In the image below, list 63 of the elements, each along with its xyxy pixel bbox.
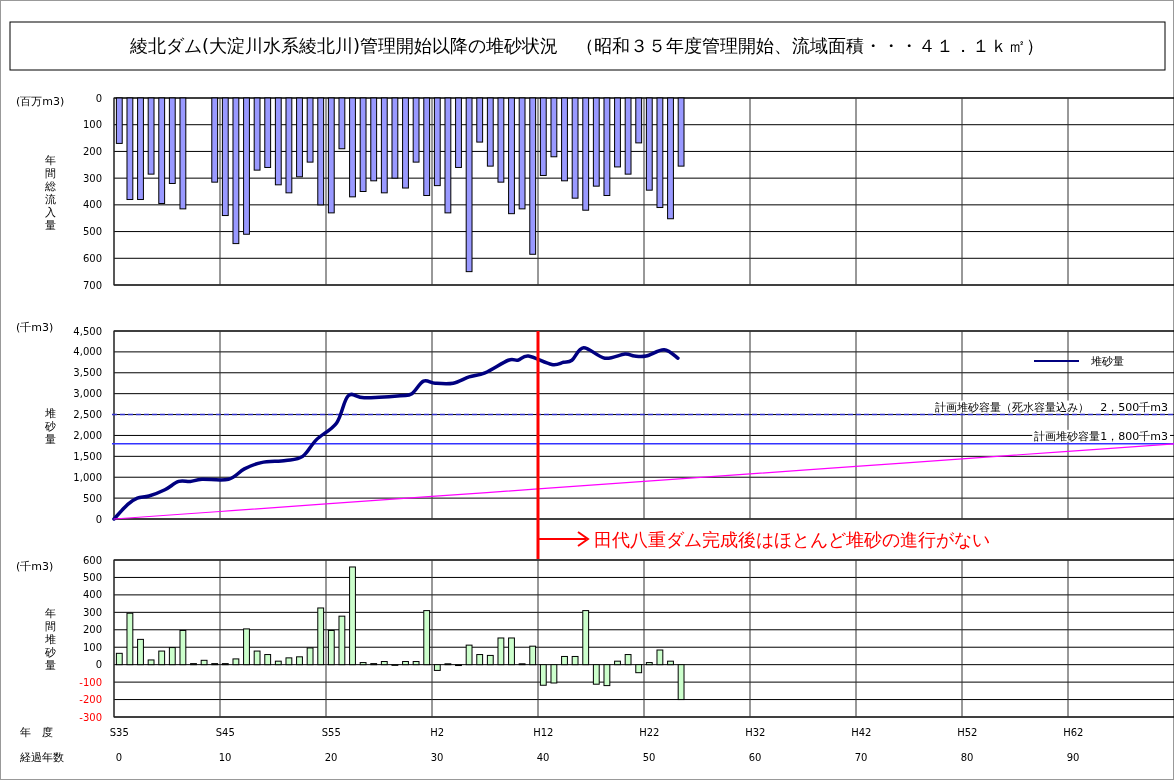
y-tick-label: -200 <box>79 694 102 706</box>
ref-line-label: 計画堆砂容量1，800千m3 <box>1034 429 1168 443</box>
y-tick-label: 700 <box>82 279 102 291</box>
y-tick-label: 300 <box>82 606 102 618</box>
y-axis-title: 年間堆砂量 <box>43 607 56 672</box>
x2-tick-label: 10 <box>218 752 232 763</box>
x2-tick-label: 0 <box>115 752 123 763</box>
ref-line-label: 計画堆砂容量（死水容量込み） 2，500千m3 <box>935 400 1168 414</box>
y-tick-label: 500 <box>82 226 102 238</box>
y-tick-label: -100 <box>79 676 102 688</box>
y-tick-label: 4,500 <box>73 325 102 337</box>
y-tick-label: 100 <box>82 119 102 131</box>
x2-tick-label: 40 <box>536 752 550 763</box>
y-tick-label: 300 <box>82 172 102 184</box>
x-tick-label: S35 <box>109 727 129 738</box>
y-tick-label: 2,000 <box>73 429 102 441</box>
y-tick-label: 4,000 <box>73 346 102 358</box>
text: (千m3) <box>16 560 54 573</box>
line-series <box>112 345 680 521</box>
x-tick-label: H32 <box>745 727 766 738</box>
chart-title: 綾北ダム(大淀川水系綾北川)管理開始以降の堆砂状況 （昭和３５年度管理開始、流域面積・・・４１．１ｋ㎡） <box>128 35 1045 56</box>
y-tick-label: 1,000 <box>73 471 102 483</box>
y-tick-label: -300 <box>79 711 102 723</box>
x2-tick-label: 20 <box>324 752 338 763</box>
x-tick-label: H42 <box>851 727 872 738</box>
x2-tick-label: 60 <box>748 752 762 763</box>
y-tick-label: 200 <box>82 145 102 157</box>
y-tick-label: 600 <box>82 252 102 264</box>
y-tick-label: 0 <box>95 513 102 525</box>
y-tick-label: 200 <box>82 624 102 636</box>
y-tick-label: 600 <box>82 554 102 566</box>
text: (百万m3) <box>16 95 65 108</box>
x-tick-label: S55 <box>321 727 341 738</box>
x2-tick-label: 50 <box>642 752 656 763</box>
line-series <box>113 443 1174 520</box>
y-tick-label: 1,500 <box>73 450 102 462</box>
y-tick-label: 400 <box>82 199 102 211</box>
y-tick-label: 3,500 <box>73 367 102 379</box>
x-tick-label: H12 <box>533 727 554 738</box>
y-tick-label: 3,000 <box>73 388 102 400</box>
y-tick-label: 0 <box>95 659 102 671</box>
x-tick-label: H22 <box>639 727 660 738</box>
y-tick-label: 400 <box>82 589 102 601</box>
y-tick-label: 2,500 <box>73 409 102 421</box>
x2-axis-title: 経過年数 <box>19 751 64 764</box>
text: (千m3) <box>16 321 54 334</box>
y-tick-label: 0 <box>95 92 102 104</box>
x2-tick-label: 30 <box>430 752 444 763</box>
x-axis-title: 年 度 <box>20 726 53 739</box>
y-tick-label: 100 <box>82 641 102 653</box>
y-tick-label: 500 <box>82 571 102 583</box>
ref-line-label: 田代八重ダム完成後はほとんど堆砂の進行がない <box>594 529 990 550</box>
x-tick-label: H2 <box>430 727 445 738</box>
y-tick-label: 500 <box>82 492 102 504</box>
x-tick-label: H62 <box>1063 727 1084 738</box>
x-tick-label: S45 <box>215 727 235 738</box>
y-axis-title: 年間総流入量 <box>43 153 56 232</box>
y-axis-title: 堆砂量 <box>43 406 56 446</box>
x2-tick-label: 80 <box>960 752 974 763</box>
x-tick-label: H52 <box>957 727 978 738</box>
legend-label: 堆砂量 <box>1090 355 1124 368</box>
x2-tick-label: 70 <box>854 752 868 763</box>
x2-tick-label: 90 <box>1066 752 1080 763</box>
